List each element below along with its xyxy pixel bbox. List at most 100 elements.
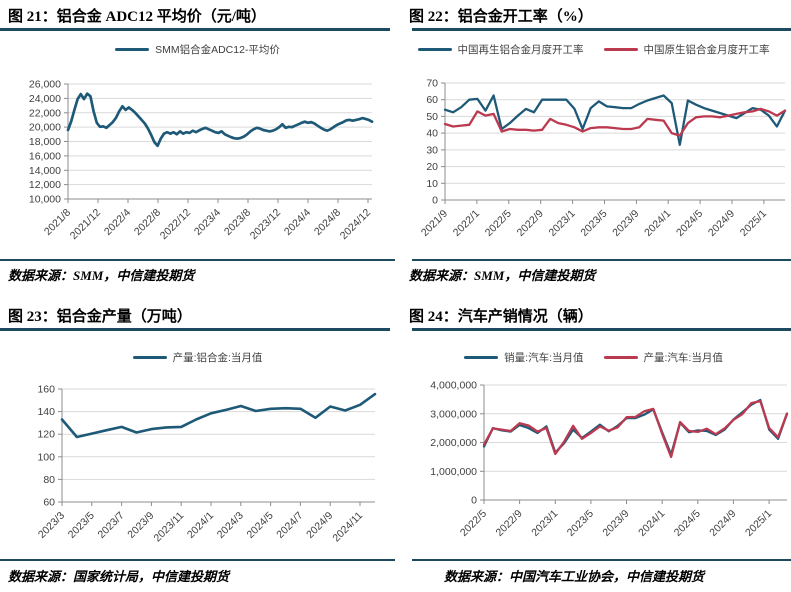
svg-text:2022/1: 2022/1 <box>451 208 482 239</box>
source-rule <box>0 559 395 561</box>
svg-text:2023/4: 2023/4 <box>192 207 223 238</box>
svg-text:140: 140 <box>37 406 55 418</box>
data-source-24: 数据来源：中国汽车工业协会，中信建投期货 <box>444 569 705 584</box>
svg-text:2022/4: 2022/4 <box>102 207 133 238</box>
chart-title-22: 图 22：铝合金开工率（%） <box>409 9 593 25</box>
svg-text:100: 100 <box>37 451 55 463</box>
svg-text:10: 10 <box>426 178 438 190</box>
legend-22: 中国再生铝合金月度开工率 中国原生铝合金月度开工率 <box>396 42 791 57</box>
legend-item: 产量:汽车:当月值 <box>603 350 723 365</box>
title-rule <box>0 28 390 31</box>
legend-item: 产量:铝合金:当月值 <box>132 350 263 365</box>
svg-text:2022/5: 2022/5 <box>458 508 489 539</box>
svg-text:2023/1: 2023/1 <box>529 508 560 539</box>
line-swatch-red <box>603 356 638 359</box>
line-swatch-blue <box>115 48 150 51</box>
svg-text:2024/7: 2024/7 <box>274 510 305 541</box>
svg-text:2023/7: 2023/7 <box>96 510 127 541</box>
legend-item: 中国原生铝合金月度开工率 <box>603 42 770 57</box>
svg-text:160: 160 <box>37 384 55 396</box>
svg-text:2022/12: 2022/12 <box>158 207 193 242</box>
source-rule <box>412 559 791 561</box>
line-swatch-blue <box>417 48 452 51</box>
line-chart-alloy-output: 60801001201401602023/32023/52023/72023/9… <box>36 384 377 545</box>
svg-text:2024/5: 2024/5 <box>245 510 276 541</box>
source-rule <box>412 259 791 261</box>
chart-title-21: 图 21：铝合金 ADC12 平均价（元/吨） <box>8 9 266 25</box>
svg-text:40: 40 <box>426 128 438 140</box>
svg-text:2024/12: 2024/12 <box>338 207 373 242</box>
svg-text:0: 0 <box>432 195 438 207</box>
svg-text:26,000: 26,000 <box>29 79 61 91</box>
svg-text:60: 60 <box>43 497 55 509</box>
svg-text:70: 70 <box>426 78 438 90</box>
svg-text:22,000: 22,000 <box>29 107 61 119</box>
svg-text:2024/5: 2024/5 <box>674 208 705 239</box>
legend-item: 销量:汽车:当月值 <box>464 350 584 365</box>
legend-label: 中国原生铝合金月度开工率 <box>643 44 770 56</box>
svg-text:12,000: 12,000 <box>29 179 61 191</box>
svg-text:2024/9: 2024/9 <box>707 508 738 539</box>
data-source-23: 数据来源：国家统计局，中信建投期货 <box>8 569 230 584</box>
line-chart-adc12-price: 10,000 12,000 14,000 16,000 18,000 20,000 22,0… <box>29 79 374 242</box>
svg-text:2023/12: 2023/12 <box>248 207 283 242</box>
data-source-22: 数据来源：SMM，中信建投期货 <box>409 268 596 283</box>
data-source-21: 数据来源：SMM，中信建投期货 <box>8 268 195 283</box>
svg-text:50: 50 <box>426 111 438 123</box>
svg-text:14,000: 14,000 <box>29 165 61 177</box>
title-rule <box>412 328 791 331</box>
svg-text:80: 80 <box>43 474 55 486</box>
legend-label: SMM铝合金ADC12-平均价 <box>155 44 280 56</box>
svg-text:2022/9: 2022/9 <box>494 508 525 539</box>
line-swatch-blue <box>464 356 499 359</box>
svg-text:2022/9: 2022/9 <box>515 208 546 239</box>
svg-text:2023/5: 2023/5 <box>565 508 596 539</box>
svg-text:2023/5: 2023/5 <box>578 208 609 239</box>
svg-text:2023/1: 2023/1 <box>547 208 578 239</box>
legend-label: 中国再生铝合金月度开工率 <box>457 44 584 56</box>
svg-text:2024/1: 2024/1 <box>642 208 673 239</box>
svg-text:1,000,000: 1,000,000 <box>430 466 477 478</box>
svg-text:20,000: 20,000 <box>29 122 61 134</box>
svg-text:4,000,000: 4,000,000 <box>430 380 477 392</box>
svg-text:2023/3: 2023/3 <box>36 510 67 541</box>
svg-text:2021/12: 2021/12 <box>68 207 103 242</box>
svg-text:30: 30 <box>426 144 438 156</box>
svg-text:0: 0 <box>471 495 477 507</box>
legend-24: 销量:汽车:当月值 产量:汽车:当月值 <box>396 350 791 365</box>
legend-21: SMM铝合金ADC12-平均价 <box>0 42 395 57</box>
svg-text:18,000: 18,000 <box>29 136 61 148</box>
title-rule <box>412 28 791 31</box>
svg-text:60: 60 <box>426 94 438 106</box>
chart-panel-22: 图 22：铝合金开工率（%） 中国再生铝合金月度开工率 中国原生铝合金月度开工率… <box>396 0 791 296</box>
chart-title-23: 图 23：铝合金产量（万吨） <box>8 309 192 325</box>
legend-label: 产量:汽车:当月值 <box>643 352 723 364</box>
source-rule <box>0 259 395 261</box>
svg-text:2,000,000: 2,000,000 <box>430 437 477 449</box>
svg-text:120: 120 <box>37 429 55 441</box>
svg-text:2024/5: 2024/5 <box>672 508 703 539</box>
svg-text:2024/11: 2024/11 <box>330 510 365 545</box>
svg-text:2023/11: 2023/11 <box>152 510 187 545</box>
svg-text:2024/9: 2024/9 <box>706 208 737 239</box>
svg-text:2025/1: 2025/1 <box>738 208 769 239</box>
svg-text:2023/5: 2023/5 <box>66 510 97 541</box>
legend-label: 产量:铝合金:当月值 <box>172 352 263 364</box>
chart-panel-23: 图 23：铝合金产量（万吨） 产量:铝合金:当月值 60 80 100 120 140 1… <box>0 296 395 592</box>
svg-text:2023/9: 2023/9 <box>600 508 631 539</box>
line-swatch-blue <box>132 356 167 359</box>
svg-text:2022/5: 2022/5 <box>483 208 514 239</box>
chart-panel-21: 图 21：铝合金 ADC12 平均价（元/吨） SMM铝合金ADC12-平均价 … <box>0 0 395 296</box>
svg-text:2024/1: 2024/1 <box>185 510 216 541</box>
svg-text:20: 20 <box>426 161 438 173</box>
svg-text:2024/4: 2024/4 <box>282 207 313 238</box>
legend-item: 中国再生铝合金月度开工率 <box>417 42 584 57</box>
chart-title-24: 图 24：汽车产销情况（辆） <box>409 309 593 325</box>
svg-text:2023/9: 2023/9 <box>610 208 641 239</box>
svg-text:2021/9: 2021/9 <box>419 208 450 239</box>
svg-text:2025/1: 2025/1 <box>743 508 774 539</box>
svg-text:3,000,000: 3,000,000 <box>430 408 477 420</box>
line-chart-auto-production-sales: 0 1,000,000 2,000,000 3,000,000 4,000,000 202… <box>430 380 789 539</box>
title-rule <box>0 328 390 331</box>
